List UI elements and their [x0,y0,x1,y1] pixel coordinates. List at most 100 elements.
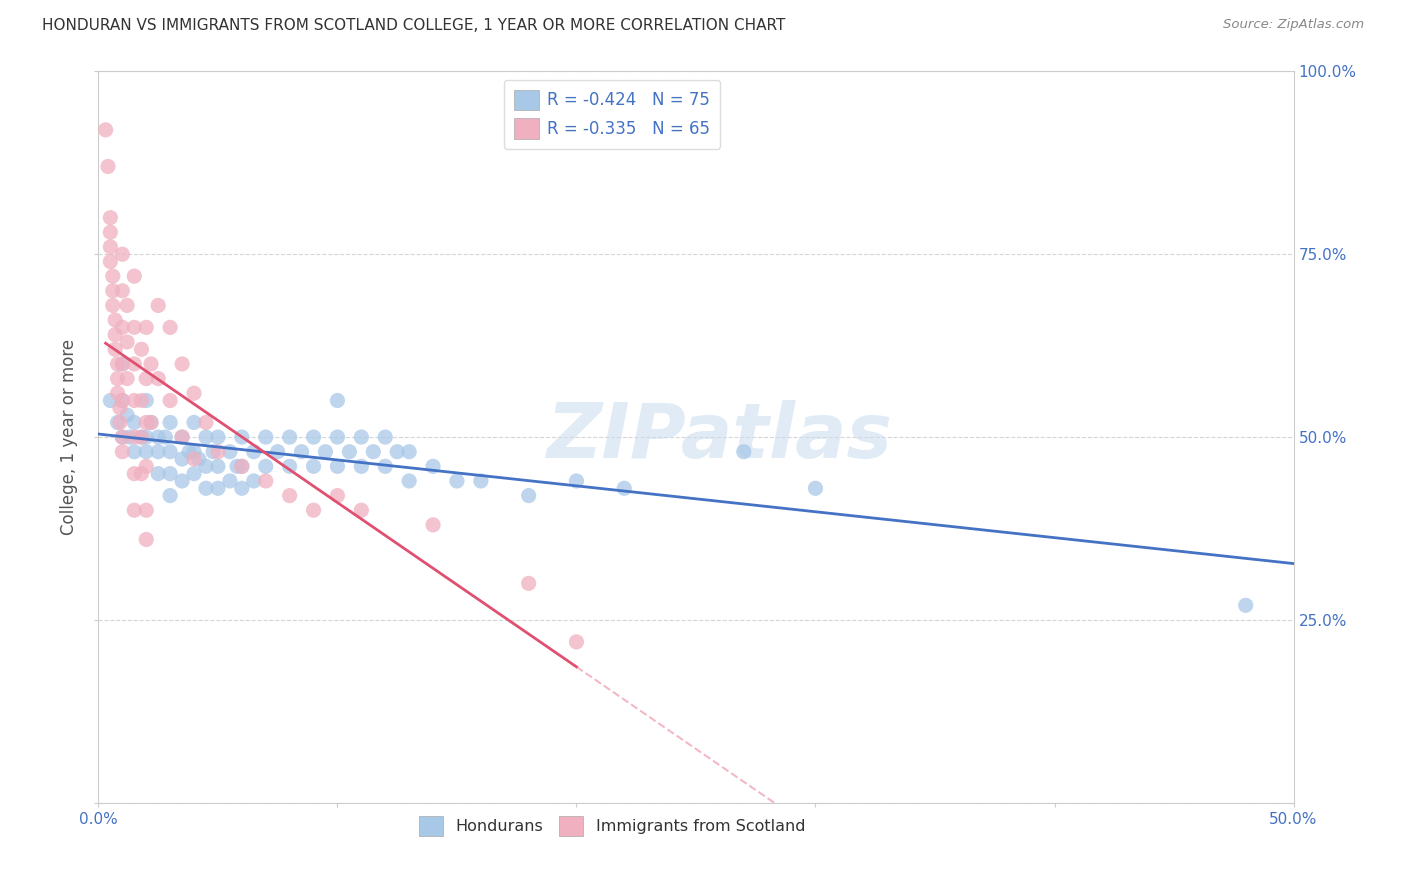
Point [159,416,181,430]
Point [470,474,492,488]
Text: Source: ZipAtlas.com: Source: ZipAtlas.com [1223,18,1364,31]
Point [422,517,444,532]
Point [733,444,755,458]
Text: HONDURAN VS IMMIGRANTS FROM SCOTLAND COLLEGE, 1 YEAR OR MORE CORRELATION CHART: HONDURAN VS IMMIGRANTS FROM SCOTLAND COL… [42,18,786,33]
Point [107,371,129,385]
Point [104,313,127,327]
Point [207,459,229,474]
Point [195,481,218,495]
Point [219,474,242,488]
Point [148,430,170,444]
Point [302,459,325,474]
Point [135,533,157,547]
Legend: Hondurans, Immigrants from Scotland: Hondurans, Immigrants from Scotland [412,810,813,842]
Point [107,357,129,371]
Point [350,503,373,517]
Point [107,386,129,401]
Point [172,474,194,488]
Point [98,211,122,225]
Point [159,489,181,503]
Point [172,430,194,444]
Point [278,430,301,444]
Point [374,459,396,474]
Point [111,357,134,371]
Point [98,240,122,254]
Point [135,503,157,517]
Point [195,430,218,444]
Point [135,459,157,474]
Point [115,334,138,349]
Point [243,474,266,488]
Point [124,357,146,371]
Point [97,160,120,174]
Point [231,481,253,495]
Point [254,474,277,488]
Point [115,298,138,312]
Point [111,320,134,334]
Point [422,459,444,474]
Point [326,459,349,474]
Point [172,452,194,467]
Point [326,489,349,503]
Point [135,320,157,334]
Point [98,393,122,408]
Point [139,357,162,371]
Point [374,430,396,444]
Point [148,467,170,481]
Point [517,489,540,503]
Point [231,459,253,474]
Point [315,444,337,458]
Point [124,393,146,408]
Point [363,444,385,458]
Point [94,123,117,137]
Point [98,254,122,268]
Point [398,444,420,458]
Point [231,459,253,474]
Point [124,320,146,334]
Point [207,430,229,444]
Point [124,416,146,430]
Point [183,444,205,458]
Point [187,452,209,467]
Point [159,444,181,458]
Point [131,430,153,444]
Point [267,444,290,458]
Point [183,386,205,401]
Point [155,430,177,444]
Point [104,327,127,342]
Point [159,320,181,334]
Y-axis label: College, 1 year or more: College, 1 year or more [60,339,79,535]
Point [139,416,162,430]
Point [135,444,157,458]
Point [135,430,157,444]
Point [207,481,229,495]
Point [302,503,325,517]
Point [195,459,218,474]
Point [139,416,162,430]
Point [254,459,277,474]
Point [111,444,134,458]
Point [243,444,266,458]
Point [107,416,129,430]
Point [108,416,131,430]
Text: ZIPatlas: ZIPatlas [547,401,893,474]
Point [135,416,157,430]
Point [183,416,205,430]
Point [131,393,153,408]
Point [124,269,146,284]
Point [207,444,229,458]
Point [111,247,134,261]
Point [231,430,253,444]
Point [101,284,124,298]
Point [278,489,301,503]
Point [111,393,134,408]
Point [398,474,420,488]
Point [254,430,277,444]
Point [131,430,153,444]
Point [278,459,301,474]
Point [135,371,157,385]
Point [111,430,134,444]
Point [135,393,157,408]
Point [131,343,153,357]
Point [804,481,827,495]
